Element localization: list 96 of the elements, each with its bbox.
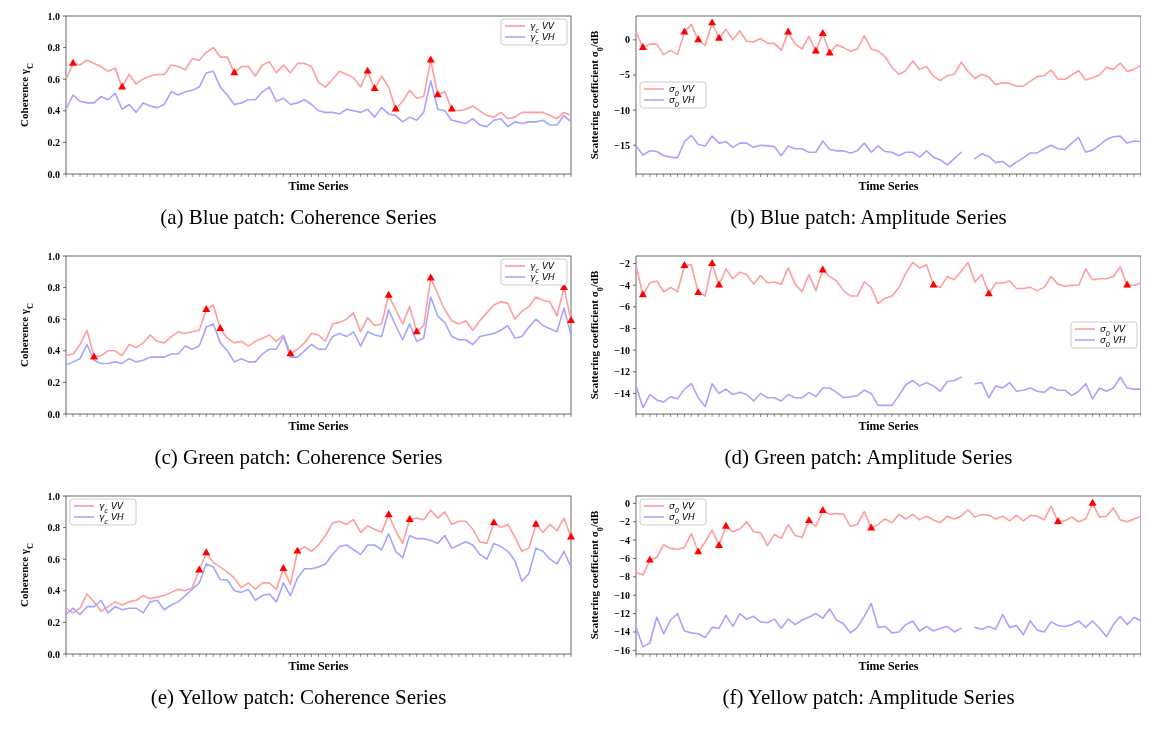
point <box>714 540 724 548</box>
x-axis-title: Time Series <box>288 419 349 433</box>
y-tick-label: −14 <box>614 387 630 399</box>
point <box>531 519 540 527</box>
point <box>216 324 225 331</box>
point <box>708 258 717 266</box>
point <box>1123 280 1132 288</box>
y-tick-label: −10 <box>614 104 630 116</box>
x-axis-title: Time Series <box>858 419 919 433</box>
point <box>426 55 435 63</box>
point <box>489 518 498 526</box>
point <box>230 68 239 76</box>
y-tick-label: 0.2 <box>47 616 60 628</box>
point <box>286 349 295 357</box>
y-tick-label: 0.0 <box>47 408 60 420</box>
y-tick-label: 1.0 <box>47 250 60 262</box>
line-series <box>65 46 572 120</box>
y-tick-label: 0.0 <box>47 168 60 180</box>
point <box>825 48 834 56</box>
text: (f) Yellow patch: Amplitude Series <box>722 685 1015 709</box>
point <box>279 564 288 571</box>
point <box>1053 517 1063 525</box>
y-tick-label: 0.4 <box>47 345 60 357</box>
point <box>68 58 78 66</box>
y-tick-label: −10 <box>614 589 630 601</box>
point <box>721 521 730 529</box>
point <box>804 516 813 524</box>
y-tick-label: −8 <box>619 323 630 335</box>
point <box>391 104 400 112</box>
y-tick-label: 0.8 <box>47 282 60 294</box>
point <box>566 316 576 324</box>
point <box>202 548 211 556</box>
text: (a) Blue patch: Coherence Series <box>160 205 437 229</box>
point <box>363 66 372 74</box>
y-tick-label: −2 <box>619 516 630 528</box>
point <box>370 84 379 91</box>
point <box>447 104 456 112</box>
y-tick-label: 0.8 <box>47 42 60 54</box>
y-tick-label: −14 <box>614 626 630 638</box>
point <box>714 33 724 41</box>
line-series <box>65 70 572 128</box>
point <box>293 546 302 554</box>
y-tick-label: 0.2 <box>47 136 60 148</box>
y-tick-label: −5 <box>619 69 630 81</box>
y-tick-label: −16 <box>614 644 630 656</box>
point <box>638 42 647 50</box>
y-tick-label: −6 <box>619 301 630 313</box>
point <box>405 515 414 523</box>
line-series <box>65 533 572 616</box>
y-tick-label: 0.6 <box>47 313 60 325</box>
y-tick-label: 0 <box>625 497 630 509</box>
y-tick-label: 0.4 <box>47 585 60 597</box>
point <box>1088 498 1097 506</box>
y-tick-label: −12 <box>614 608 630 620</box>
y-tick-label: 0.8 <box>47 522 60 534</box>
y-tick-label: −2 <box>619 258 630 270</box>
point <box>195 565 204 573</box>
y-tick-label: 0.4 <box>47 105 60 117</box>
y-tick-label: 0.2 <box>47 376 60 388</box>
y-tick-label: −15 <box>614 139 630 151</box>
text: (b) Blue patch: Amplitude Series <box>730 205 1007 229</box>
y-tick-label: −4 <box>619 534 630 546</box>
point <box>929 280 938 288</box>
line-series <box>635 261 1141 305</box>
point <box>984 289 993 297</box>
point <box>202 305 211 313</box>
point <box>412 327 421 335</box>
y-tick-label: 0.6 <box>47 73 60 85</box>
y-tick-label: 1.0 <box>47 10 60 22</box>
point <box>680 261 689 269</box>
text: (e) Yellow patch: Coherence Series <box>150 685 447 709</box>
x-axis-title: Time Series <box>858 179 919 193</box>
y-tick-label: −6 <box>619 552 630 564</box>
point <box>638 290 647 298</box>
point <box>384 290 393 298</box>
point <box>818 506 827 514</box>
x-axis-title: Time Series <box>288 179 349 193</box>
text: (d) Green patch: Amplitude Series <box>724 445 1013 469</box>
x-axis-title: Time Series <box>858 659 919 673</box>
y-tick-label: 0.0 <box>47 648 60 660</box>
x-axis-title: Time Series <box>288 659 349 673</box>
point <box>818 28 827 36</box>
point <box>694 35 703 43</box>
text: (c) Green patch: Coherence Series <box>154 445 443 469</box>
y-tick-label: 0 <box>625 34 630 46</box>
point <box>433 90 442 98</box>
y-tick-label: −10 <box>614 344 630 356</box>
line-series <box>65 296 572 366</box>
y-tick-label: −4 <box>619 279 630 291</box>
point <box>645 555 654 563</box>
y-tick-label: −8 <box>619 571 630 583</box>
y-tick-label: 1.0 <box>47 490 60 502</box>
point <box>714 280 724 288</box>
point <box>694 288 703 296</box>
y-tick-label: 0.6 <box>47 553 60 565</box>
y-tick-label: −12 <box>614 366 630 378</box>
